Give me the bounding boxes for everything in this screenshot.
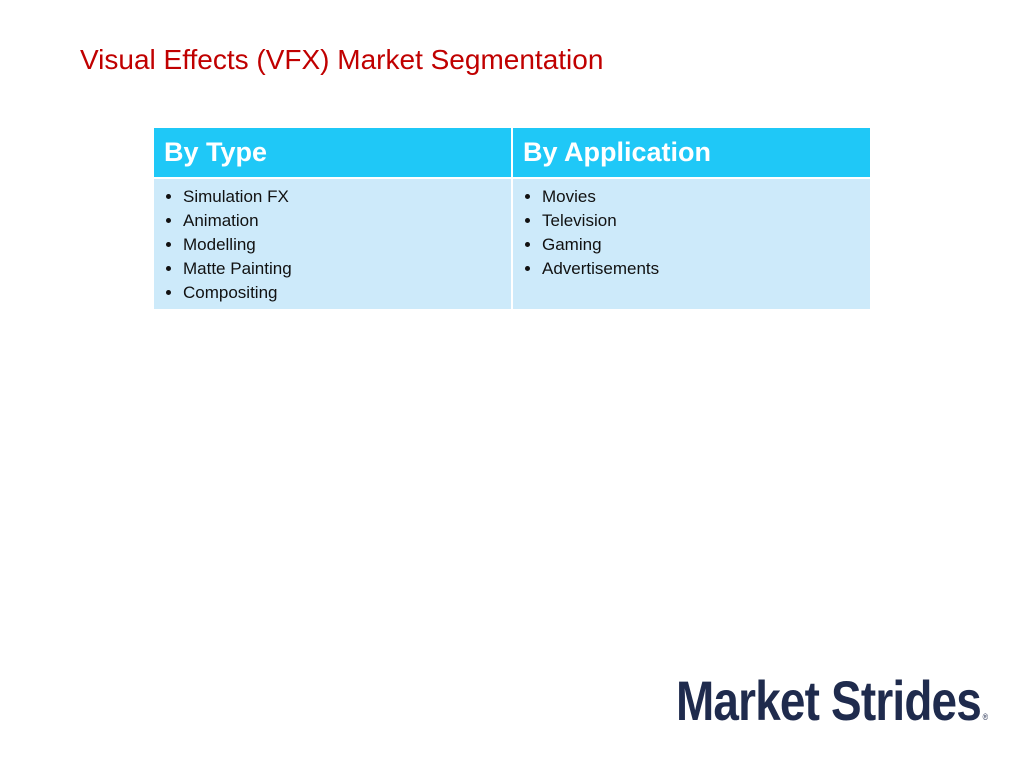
logo: Market Strides ®: [676, 668, 988, 733]
table-header: By Type By Application: [154, 128, 870, 179]
table-cell: MoviesTelevisionGamingAdvertisements: [512, 178, 870, 309]
header-row: By Type By Application: [154, 128, 870, 179]
logo-mark: ®: [982, 712, 989, 722]
table-body: Simulation FXAnimationModellingMatte Pai…: [154, 178, 870, 309]
table-cell: Simulation FXAnimationModellingMatte Pai…: [154, 178, 513, 309]
column-header: By Type: [154, 128, 513, 179]
bullet-item: Animation: [183, 209, 501, 233]
bullet-item: Gaming: [542, 233, 860, 257]
bullet-item: Modelling: [183, 233, 501, 257]
bullet-item: Television: [542, 209, 860, 233]
bullet-item: Simulation FX: [183, 185, 501, 209]
bullet-item: Compositing: [183, 281, 501, 305]
logo-text: Market Strides: [676, 669, 982, 732]
bullet-item: Matte Painting: [183, 257, 501, 281]
slide-title: Visual Effects (VFX) Market Segmentation: [80, 44, 604, 75]
bullet-item: Advertisements: [542, 257, 860, 281]
bullet-list: MoviesTelevisionGamingAdvertisements: [523, 185, 860, 281]
bullet-list: Simulation FXAnimationModellingMatte Pai…: [164, 185, 501, 305]
column-header: By Application: [512, 128, 870, 179]
table-row: Simulation FXAnimationModellingMatte Pai…: [154, 178, 870, 309]
bullet-item: Movies: [542, 185, 860, 209]
